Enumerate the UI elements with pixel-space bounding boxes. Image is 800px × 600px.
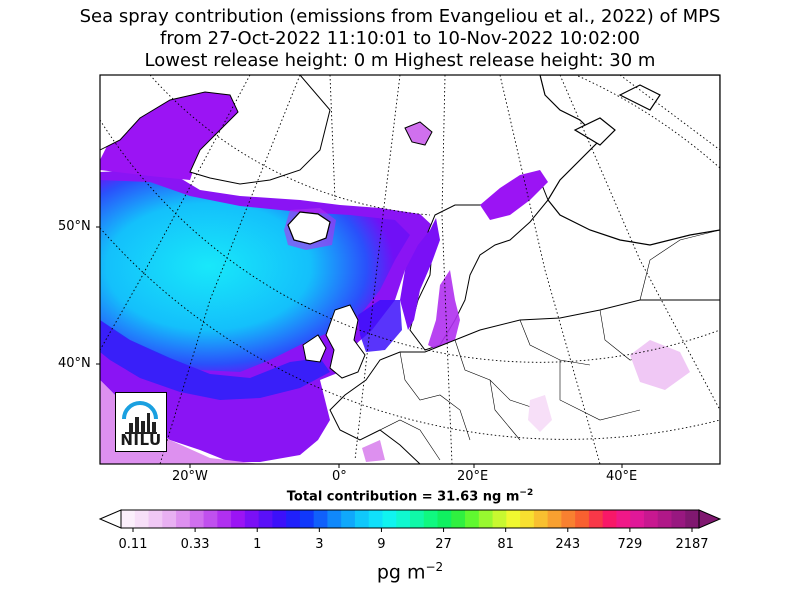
- colorbar-cell: [437, 510, 452, 528]
- colorbar-cell: [396, 510, 411, 528]
- colorbar-cell: [176, 510, 191, 528]
- colorbar-cell: [313, 510, 329, 528]
- baltic-plume: [428, 270, 460, 352]
- europe-mainland: [329, 299, 720, 464]
- colorbar-tick-label: 243: [555, 537, 581, 552]
- colorbar-cell: [148, 510, 163, 528]
- colorbar-cell: [341, 510, 356, 528]
- total-contribution-exponent: −2: [519, 488, 534, 498]
- colorbar-cell: [685, 510, 700, 528]
- colorbar-max-arrow: [698, 509, 722, 529]
- colorbar-cell: [203, 510, 218, 528]
- colorbar-cell: [478, 510, 494, 528]
- colorbar-cells: [121, 510, 700, 528]
- colorbar-cell: [286, 510, 301, 528]
- colorbar-tick-label: 3: [315, 537, 324, 552]
- colorbar-cell: [162, 510, 177, 528]
- ireland-outline: [302, 334, 327, 363]
- colorbar-min-arrow: [98, 509, 122, 529]
- lon-label-20e: 20°E: [457, 469, 489, 484]
- atlantic-blue-edge: [100, 320, 330, 400]
- colorbar-cell: [244, 510, 260, 528]
- colorbar-cell: [382, 510, 397, 528]
- colorbar-cell: [602, 510, 618, 528]
- colorbar-tick-label: 2187: [675, 537, 709, 552]
- colorbar-cell: [368, 510, 384, 528]
- nilu-logo-graphic: [122, 401, 158, 434]
- colorbar-cell: [575, 510, 590, 528]
- colorbar-cell: [327, 510, 342, 528]
- colorbar-tick-label: 729: [617, 537, 643, 552]
- colorbar-cell: [231, 510, 246, 528]
- colorbar-unit-text: pg m: [376, 561, 426, 584]
- lon-label-0: 0°: [332, 469, 347, 484]
- colorbar-cell: [492, 510, 507, 528]
- black-sea-plume: [630, 340, 690, 390]
- norway-coast-plume: [400, 218, 440, 330]
- colorbar-tick-label: 27: [435, 537, 452, 552]
- colorbar-unit-label: pg m−2: [0, 560, 800, 583]
- chart-subtitle-release-heights: Lowest release height: 0 m Highest relea…: [144, 50, 656, 71]
- lat-label-50n: 50°N: [58, 219, 91, 234]
- colorbar-cell: [616, 510, 631, 528]
- colorbar-cell: [299, 510, 315, 528]
- map-content: [100, 75, 720, 464]
- colorbar-cell: [657, 510, 673, 528]
- colorbar-cell: [354, 510, 370, 528]
- colorbar-cell: [506, 510, 521, 528]
- chart-subtitle-period: from 27-Oct-2022 11:10:01 to 10-Nov-2022…: [160, 28, 640, 49]
- colorbar-cell: [121, 510, 136, 528]
- colorbar-unit-exponent: −2: [425, 560, 444, 574]
- colorbar-cell: [217, 510, 232, 528]
- colorbar-cell: [410, 510, 425, 528]
- nilu-logo: NILU: [115, 392, 167, 452]
- total-contribution-label: Total contribution = 31.63 ng m−2: [0, 488, 800, 504]
- colorbar-cell: [134, 510, 150, 528]
- colorbar-tick-label: 1: [253, 537, 262, 552]
- colorbar-tick-label: 0.33: [180, 537, 210, 552]
- svalbard-outline: [404, 121, 433, 146]
- colorbar-cell: [533, 510, 549, 528]
- colorbar-cell: [588, 510, 604, 528]
- colorbar-frame: [120, 509, 700, 529]
- colorbar-tick-label: 9: [377, 537, 386, 552]
- north-sea-plume: [358, 300, 402, 352]
- colorbar-tick-label: 81: [497, 537, 514, 552]
- colorbar-tick-label: 0.11: [118, 537, 148, 552]
- colorbar-cell: [272, 510, 287, 528]
- lon-label-40e: 40°E: [606, 469, 638, 484]
- colorbar-cell: [258, 510, 273, 528]
- greenland-land: [100, 75, 331, 185]
- greenland-plume: [100, 84, 245, 180]
- colorbar-cell: [561, 510, 576, 528]
- colorbar-cell: [630, 510, 645, 528]
- lat-label-40n: 40°N: [58, 356, 91, 371]
- axis-ticks: [96, 226, 623, 468]
- total-contribution-text: Total contribution = 31.63 ng m: [286, 489, 520, 505]
- colorbar-cell: [643, 510, 659, 528]
- chart-title: Sea spray contribution (emissions from E…: [79, 6, 721, 27]
- white-sea-plume: [480, 170, 548, 220]
- colorbar-cell: [189, 510, 205, 528]
- lon-label-20w: 20°W: [172, 469, 208, 484]
- map-frame: [99, 74, 721, 465]
- nilu-logo-text: NILU: [120, 431, 162, 449]
- british-isles-outline: [325, 304, 366, 379]
- colorbar-cell: [423, 510, 439, 528]
- colorbar-cell: [671, 510, 686, 528]
- graticule: [100, 75, 720, 464]
- country-borders: [379, 229, 720, 461]
- colorbar-cell: [520, 510, 535, 528]
- colorbar-cell: [451, 510, 466, 528]
- north-russia-coast: [539, 75, 720, 246]
- colorbar-cell: [465, 510, 480, 528]
- colorbar-cell: [547, 510, 562, 528]
